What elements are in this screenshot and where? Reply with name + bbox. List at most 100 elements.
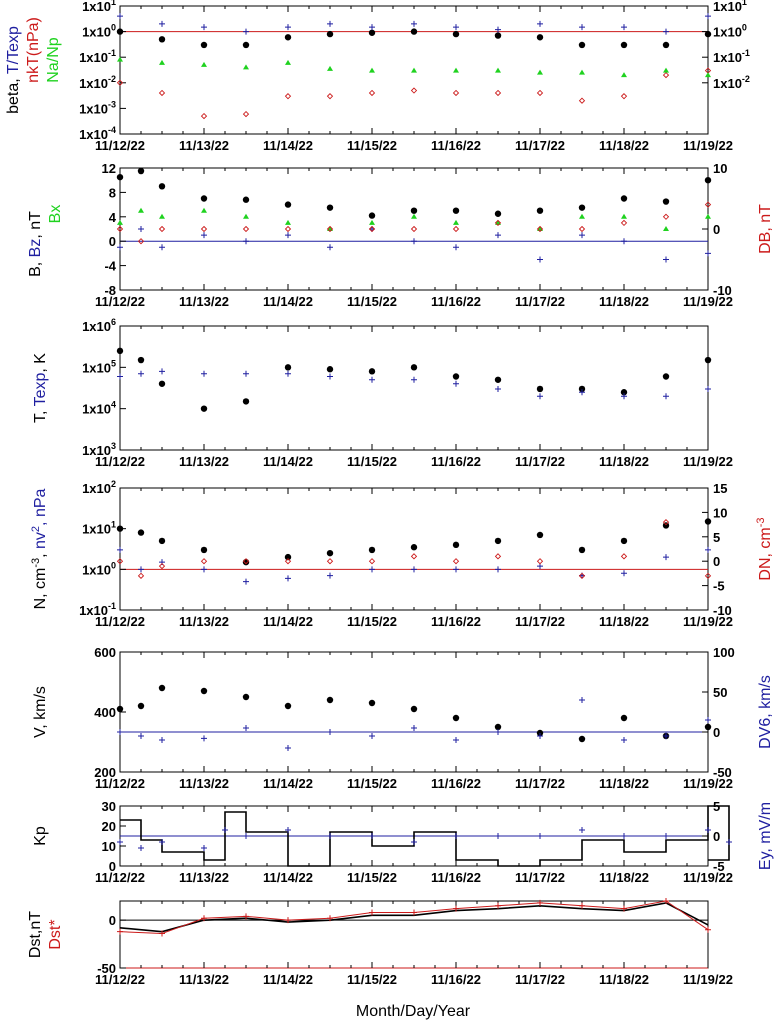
data-point bbox=[116, 347, 124, 355]
data-point bbox=[411, 839, 417, 845]
y2-axis-label: DB, nT bbox=[757, 204, 774, 254]
data-point bbox=[284, 553, 292, 561]
x-tick-label: 11/17/22 bbox=[515, 972, 565, 987]
data-point bbox=[620, 537, 628, 545]
series-b bbox=[116, 167, 712, 219]
data-point bbox=[327, 729, 333, 735]
y2-tick-label: 1x10-1 bbox=[713, 48, 750, 65]
data-point bbox=[537, 733, 543, 739]
data-point bbox=[495, 385, 501, 392]
x-tick-label: 11/15/22 bbox=[347, 972, 397, 987]
data-point bbox=[159, 737, 165, 743]
data-point bbox=[537, 833, 543, 839]
y2-tick-label: 10 bbox=[713, 505, 727, 520]
y2-tick-label: -10 bbox=[713, 603, 732, 618]
x-tick-label: 11/13/22 bbox=[179, 138, 229, 153]
data-point bbox=[620, 41, 628, 49]
y-tick-label: 1x10-2 bbox=[79, 74, 116, 91]
y-tick-label: 1x100 bbox=[82, 23, 116, 40]
x-tick-label: 11/18/22 bbox=[599, 614, 649, 629]
data-point bbox=[705, 13, 711, 20]
data-point bbox=[284, 364, 292, 371]
data-point bbox=[663, 898, 669, 904]
data-point bbox=[242, 225, 250, 233]
data-point bbox=[453, 219, 459, 225]
data-point bbox=[117, 219, 123, 225]
data-point bbox=[411, 20, 417, 27]
data-point bbox=[242, 196, 250, 203]
data-point bbox=[137, 572, 145, 579]
data-point bbox=[662, 198, 670, 205]
x-tick-label: 11/15/22 bbox=[347, 870, 397, 885]
data-point bbox=[284, 702, 292, 710]
magnetic-field-panel: 11/12/22 11/13/22 11/14/22 11/15/22 11/16/22… bbox=[27, 161, 774, 309]
series-n bbox=[116, 518, 712, 566]
data-point bbox=[663, 28, 669, 35]
data-point bbox=[117, 373, 123, 380]
data-point bbox=[453, 833, 459, 839]
series-ey bbox=[117, 827, 732, 851]
data-point bbox=[158, 183, 166, 190]
data-point bbox=[621, 72, 627, 78]
y-tick-label: 600 bbox=[94, 645, 116, 660]
data-point bbox=[453, 67, 459, 73]
y-tick-label: 12 bbox=[102, 161, 116, 176]
data-point bbox=[326, 696, 334, 704]
data-point bbox=[159, 839, 165, 845]
data-point bbox=[537, 20, 543, 27]
data-point bbox=[137, 356, 145, 364]
x-tick-label: 11/14/22 bbox=[263, 972, 313, 987]
data-point bbox=[243, 913, 249, 920]
data-point bbox=[159, 368, 165, 375]
data-point bbox=[704, 201, 712, 208]
data-point bbox=[621, 833, 627, 839]
data-point bbox=[369, 67, 375, 73]
data-point bbox=[159, 20, 165, 27]
x-tick-label: 11/17/22 bbox=[515, 614, 565, 629]
y2-tick-label: 5 bbox=[713, 530, 720, 545]
x-tick-label: 11/16/22 bbox=[431, 294, 481, 309]
y-axis-label-dststar: Dst* bbox=[47, 919, 64, 949]
data-point bbox=[452, 89, 460, 97]
x-tick-label: 11/18/22 bbox=[599, 294, 649, 309]
data-point bbox=[662, 213, 670, 220]
y-tick-label: 1x101 bbox=[82, 0, 116, 14]
data-point bbox=[243, 238, 249, 245]
data-point bbox=[662, 373, 670, 380]
data-point bbox=[243, 578, 249, 585]
data-point bbox=[410, 705, 418, 713]
data-point bbox=[578, 546, 586, 554]
plot-frame bbox=[119, 325, 709, 451]
data-point bbox=[536, 225, 544, 233]
data-point bbox=[284, 93, 292, 100]
data-point bbox=[369, 909, 375, 916]
data-point bbox=[494, 210, 502, 217]
data-point bbox=[200, 687, 208, 695]
data-point bbox=[327, 20, 333, 27]
y-axis-label: V, km/s bbox=[32, 686, 49, 738]
data-point bbox=[285, 917, 291, 924]
data-point bbox=[705, 250, 711, 257]
x-tick-label: 11/13/22 bbox=[179, 972, 229, 987]
y-tick-label: 0 bbox=[109, 234, 116, 249]
y-tick-label: 1x10-1 bbox=[79, 601, 116, 618]
plasma-beta-panel: 11/12/22 11/13/22 11/14/22 11/15/22 11/16/22… bbox=[5, 0, 750, 153]
x-tick-label: 11/13/22 bbox=[179, 776, 229, 791]
data-point bbox=[117, 928, 123, 935]
data-point bbox=[536, 34, 544, 41]
data-point bbox=[579, 213, 585, 219]
data-point bbox=[243, 370, 249, 377]
x-tick-label: 11/14/22 bbox=[263, 870, 313, 885]
data-point bbox=[536, 558, 544, 565]
data-point bbox=[621, 570, 627, 577]
data-point bbox=[369, 733, 375, 739]
y-tick-label: 20 bbox=[102, 819, 116, 834]
x-tick-label: 11/19/22 bbox=[683, 138, 733, 153]
data-point bbox=[158, 537, 166, 545]
data-point bbox=[369, 219, 375, 225]
data-point bbox=[579, 232, 585, 239]
data-point bbox=[579, 827, 585, 833]
data-point bbox=[285, 219, 291, 225]
data-point bbox=[453, 905, 459, 912]
